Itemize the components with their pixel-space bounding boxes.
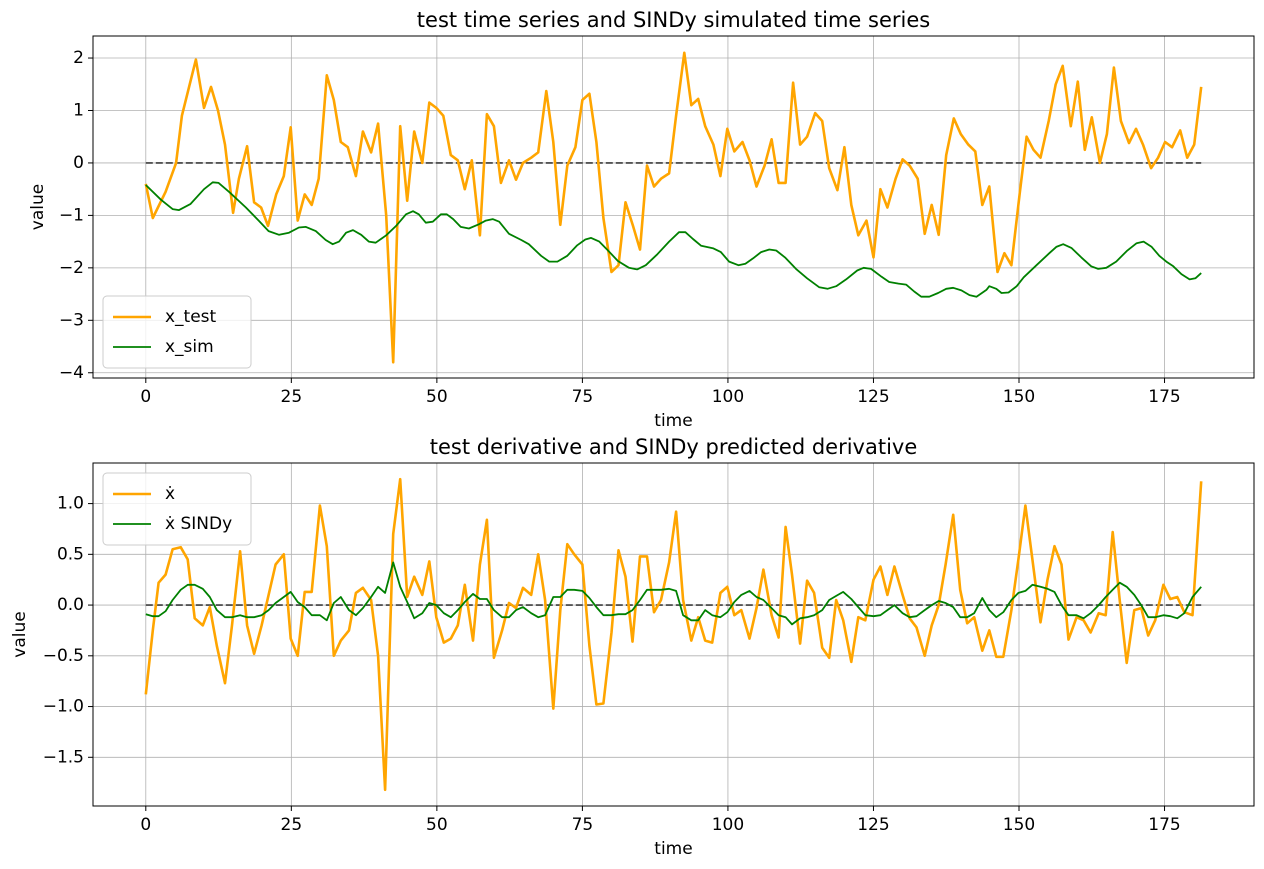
y-tick-label: −1.0 <box>43 697 84 717</box>
legend-box <box>102 472 252 546</box>
y-tick-label: −1 <box>59 205 84 225</box>
legend-label: x_sim <box>165 337 214 357</box>
x-tick-label: 125 <box>857 815 889 835</box>
y-tick-label: 1 <box>73 100 84 120</box>
x-axis-label: time <box>654 839 692 859</box>
x-tick-label: 75 <box>572 815 594 835</box>
plot-frame <box>92 35 1255 379</box>
y-tick-label: −1.5 <box>43 747 84 767</box>
x-tick-label: 0 <box>140 387 151 407</box>
x-tick-label: 175 <box>1148 387 1180 407</box>
x-tick-label: 25 <box>281 387 303 407</box>
y-tick-label: −3 <box>59 310 84 330</box>
y-tick-label: 0.5 <box>57 544 84 564</box>
x-tick-label: 150 <box>1003 387 1035 407</box>
x-tick-label: 100 <box>712 815 744 835</box>
y-axis-label: value <box>10 611 30 657</box>
y-tick-label: 0.0 <box>57 595 84 615</box>
x-tick-label: 125 <box>857 387 889 407</box>
x-tick-label: 150 <box>1003 815 1035 835</box>
x-tick-label: 25 <box>281 815 303 835</box>
y-tick-label: 0 <box>73 153 84 173</box>
y-tick-label: −0.5 <box>43 646 84 666</box>
line-series <box>145 561 1202 626</box>
legend-label: ẋ SINDy <box>165 514 232 534</box>
y-tick-label: −2 <box>59 258 84 278</box>
y-tick-label: 1.0 <box>57 494 84 514</box>
chart-title: test derivative and SINDy predicted deri… <box>430 435 918 459</box>
x-axis-label: time <box>654 411 692 431</box>
x-tick-label: 50 <box>426 387 448 407</box>
legend-label: x_test <box>165 307 217 327</box>
x-tick-label: 50 <box>426 815 448 835</box>
x-tick-label: 175 <box>1148 815 1180 835</box>
x-tick-label: 100 <box>712 387 744 407</box>
y-tick-label: 2 <box>73 48 84 68</box>
y-tick-label: −4 <box>59 363 84 383</box>
legend-label: ẋ <box>165 484 175 504</box>
x-tick-label: 75 <box>572 387 594 407</box>
x-tick-label: 0 <box>140 815 151 835</box>
chart-title: test time series and SINDy simulated tim… <box>417 8 930 32</box>
plot-frame <box>92 462 1255 807</box>
line-series <box>145 181 1202 298</box>
legend-box <box>102 295 252 369</box>
line-series <box>144 51 1203 364</box>
line-series <box>144 477 1203 792</box>
y-axis-label: value <box>28 184 48 230</box>
